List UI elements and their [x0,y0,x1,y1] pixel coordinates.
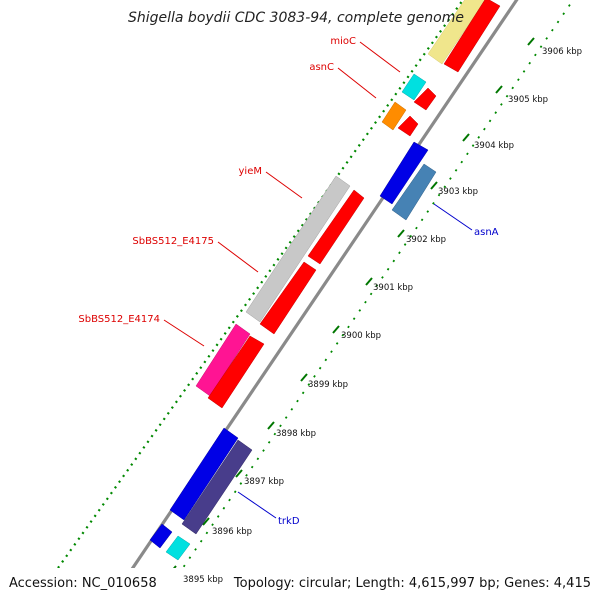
gene-pale-yellow[interactable] [427,0,488,65]
tick-label-3906: 3906 kbp [542,47,582,57]
gene-label-mioc[interactable]: mioC [330,36,356,47]
tick-label-3898: 3898 kbp [276,429,316,439]
gene-trkd-blue-large[interactable] [169,427,239,521]
gene-label-trkd[interactable]: trkD [278,516,300,527]
tick-mark-3906 [527,37,535,46]
tick-label-3899: 3899 kbp [308,380,348,390]
connector-e4174 [163,319,205,347]
gene-label-asna[interactable]: asnA [474,227,499,238]
tick-label-3904: 3904 kbp [474,141,514,151]
map-body [57,0,575,568]
gene-cyan-bottom[interactable] [165,535,191,561]
gene-red-asnc[interactable] [397,115,419,137]
tick-mark-3901 [365,277,373,286]
gene-asna-blue[interactable] [379,141,429,205]
topology-summary: Topology: circular; Length: 4,615,997 bp… [233,576,591,591]
tick-label-3903: 3903 kbp [438,187,478,197]
gene-red-e4175-lower[interactable] [259,261,317,335]
gene-blue-small[interactable] [149,523,173,549]
gene-label-e4175[interactable]: SbBS512_E4175 [132,236,214,247]
connector-trkd [237,491,277,519]
tick-mark-3903 [430,181,438,190]
tick-label-3901: 3901 kbp [373,283,413,293]
gene-red-e4174[interactable] [207,335,265,409]
gene-label-yiem[interactable]: yieM [239,166,262,177]
accession-text: Accession: NC_010658 [9,576,157,591]
map-title: Shigella boydii CDC 3083-94, complete ge… [128,10,464,26]
tick-mark-3899 [300,373,308,382]
gene-yiem-gray[interactable] [245,175,351,323]
gene-e4174-magenta[interactable] [195,323,251,397]
gene-mioc-cyan[interactable] [401,73,427,101]
gene-label-asnc[interactable]: asnC [309,62,334,73]
tick-mark-3896 [202,517,210,526]
gene-asna-steelblue[interactable] [391,163,437,221]
tick-mark-3897 [235,469,243,478]
tick-mark-3898 [267,421,275,430]
tick-label-3897: 3897 kbp [244,477,284,487]
gene-asnc-orange[interactable] [381,101,407,131]
gene-trkd-slate[interactable] [181,439,253,535]
gene-red-e4175-upper[interactable] [307,189,365,265]
connector-asnc [337,67,377,99]
tick-mark-3904 [462,133,470,142]
tick-mark-3900 [332,325,340,334]
inner-dotted-track [181,0,575,568]
tick-mark-3902 [397,229,405,238]
connector-e4175 [217,241,259,273]
connector-asna [433,203,473,231]
tick-label-3900: 3900 kbp [341,331,381,341]
gene-red-mioc[interactable] [413,87,437,111]
tick-label-3905: 3905 kbp [508,95,548,105]
tick-mark-3905 [495,85,503,94]
tick-mark-3895 [172,565,177,568]
connector-mioc [359,41,401,73]
tick-label-3896: 3896 kbp [212,527,252,537]
connector-yiem [265,171,303,199]
gene-red-top[interactable] [443,0,501,73]
gene-label-e4174[interactable]: SbBS512_E4174 [78,314,160,325]
tick-label-3895: 3895 kbp [183,575,223,585]
tick-label-3902: 3902 kbp [406,235,446,245]
